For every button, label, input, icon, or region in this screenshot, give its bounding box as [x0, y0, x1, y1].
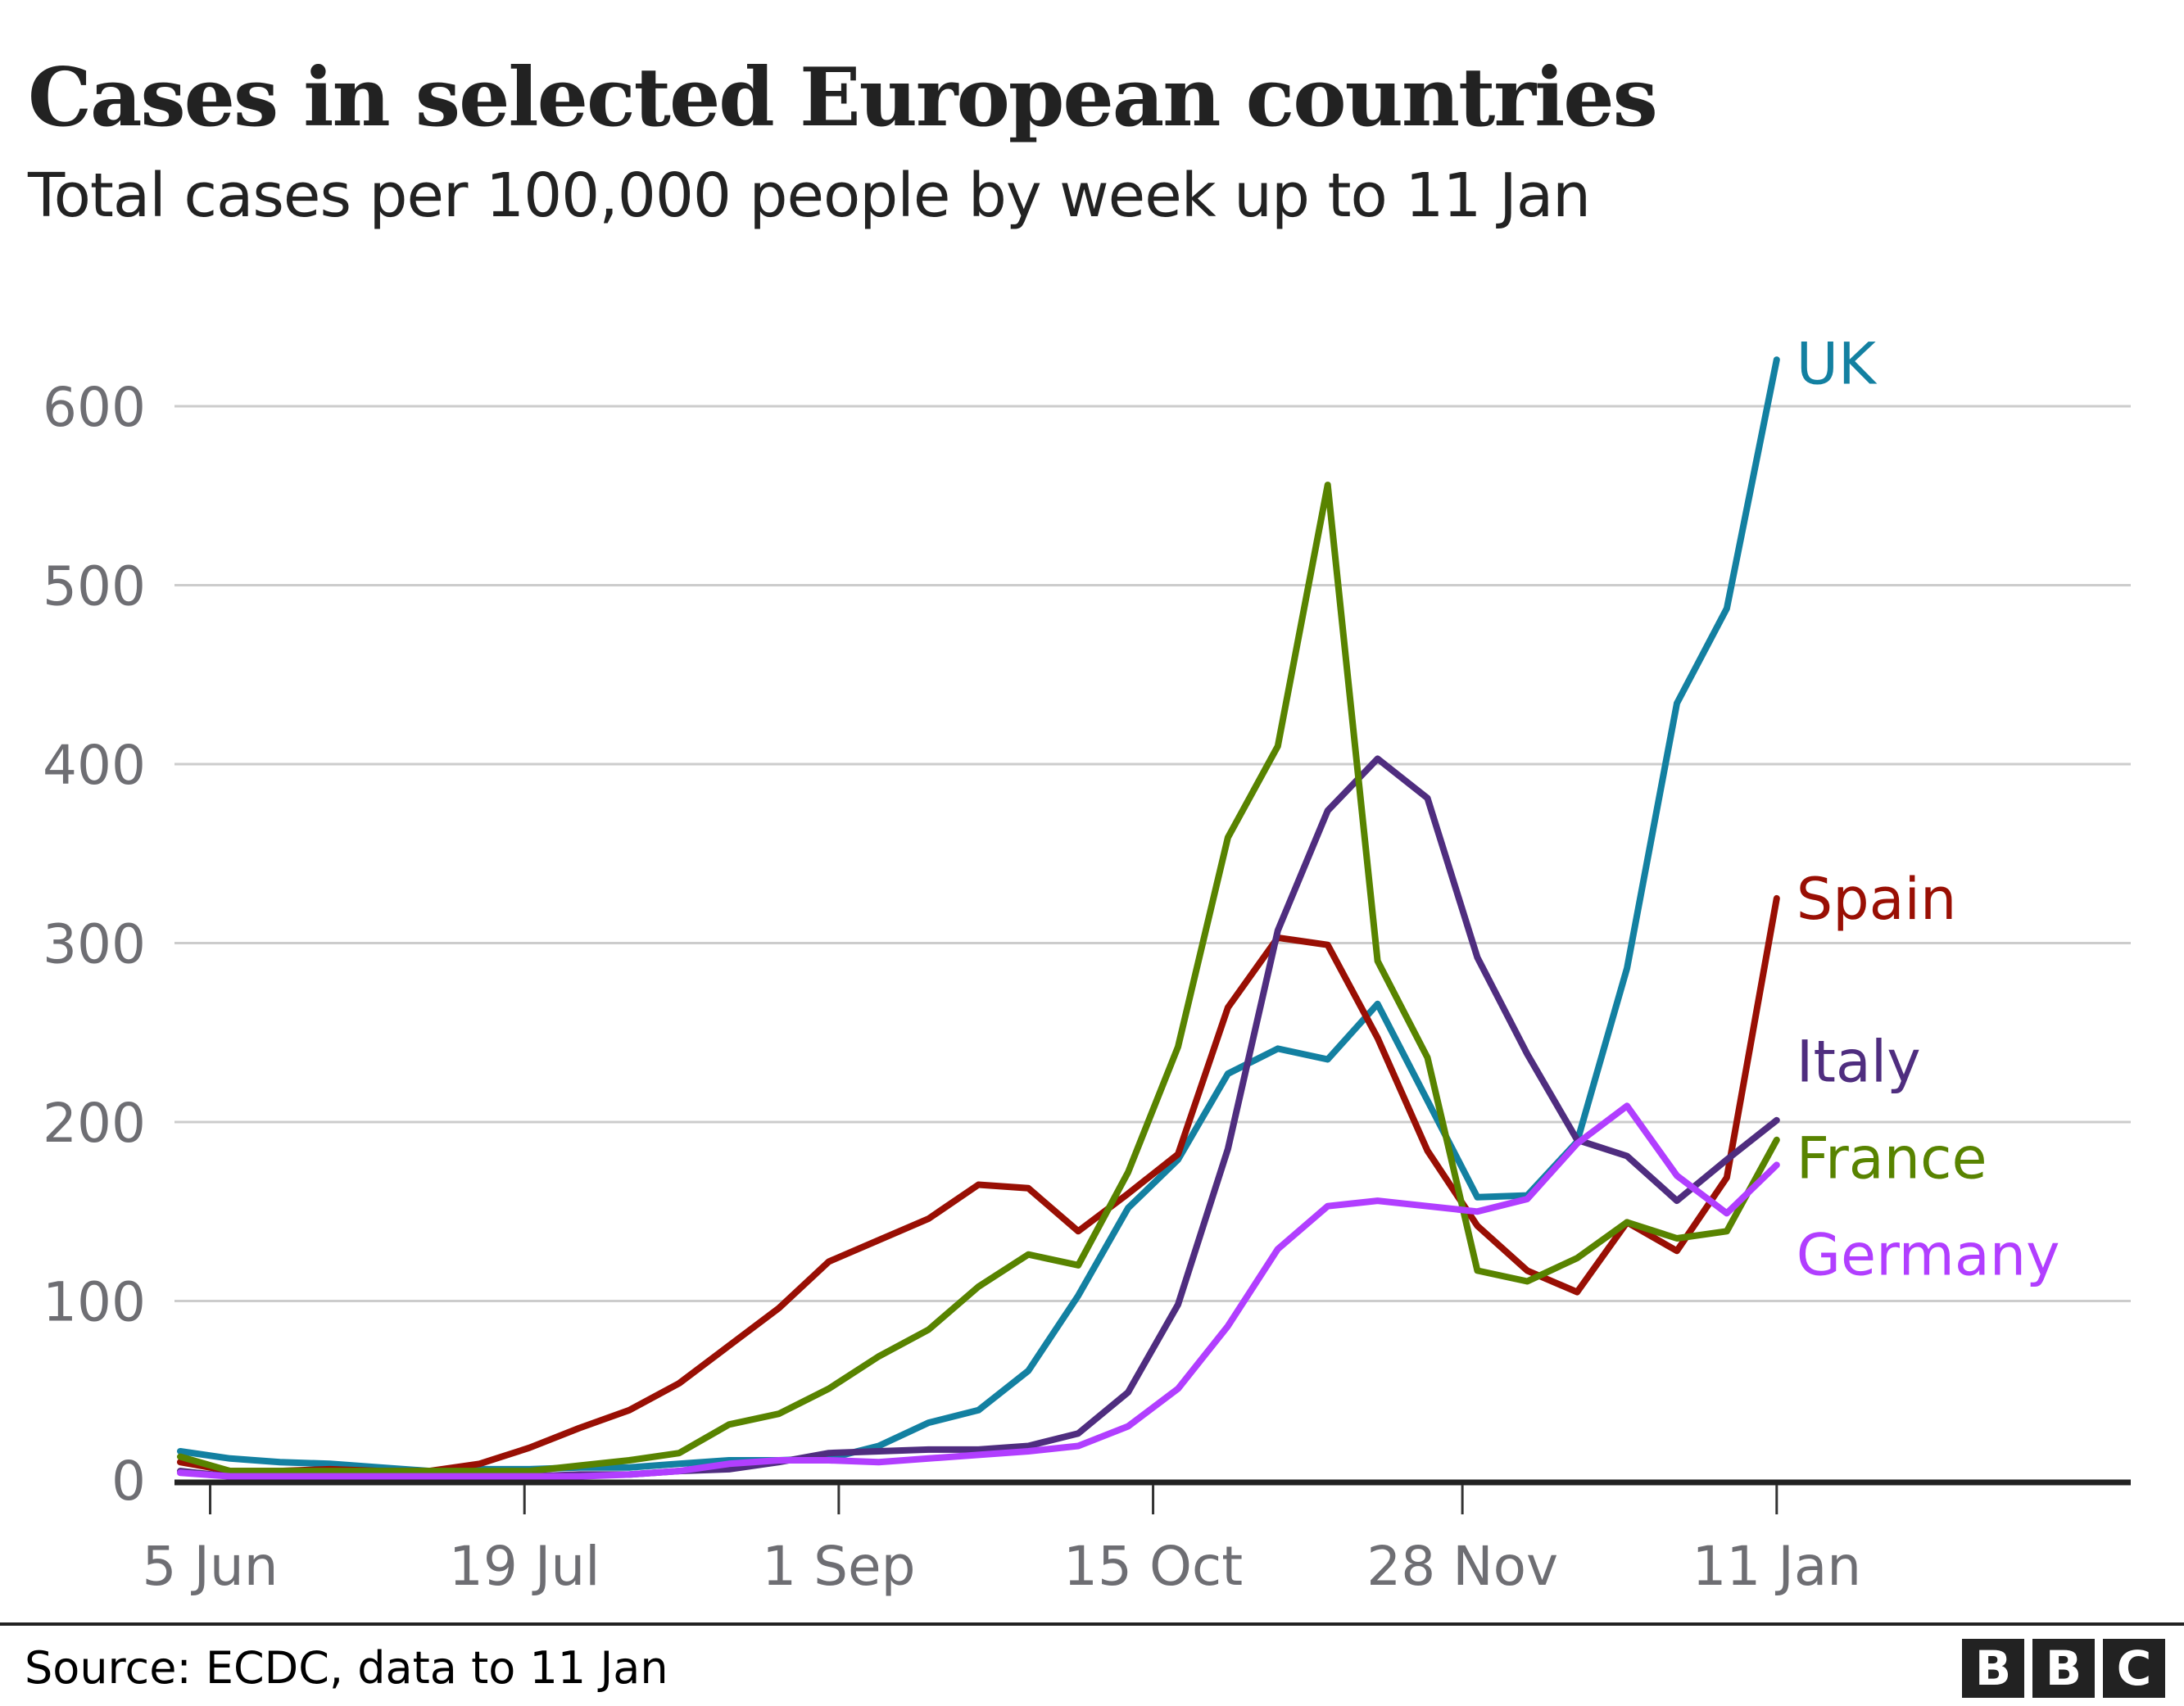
x-tick-label: 11 Jan — [1692, 1535, 1861, 1598]
source-note: Source: ECDC, data to 11 Jan — [25, 1642, 668, 1694]
bbc-logo-letter: B — [2032, 1639, 2095, 1698]
series-label-spain: Spain — [1797, 866, 1957, 933]
series-label-france: France — [1797, 1125, 1987, 1192]
x-tick-label: 1 Sep — [762, 1535, 915, 1598]
y-tick-label: 300 — [43, 913, 146, 976]
footer-divider — [0, 1622, 2184, 1626]
series-labels: UK Spain Italy France Germany — [1797, 331, 2060, 1289]
bbc-logo: B B C — [1962, 1639, 2165, 1698]
x-tick-label: 28 Nov — [1366, 1535, 1558, 1598]
series-label-uk: UK — [1797, 331, 1878, 398]
bbc-logo-letter: C — [2103, 1639, 2165, 1698]
series-line-germany — [177, 1102, 1780, 1480]
chart-subtitle: Total cases per 100,000 people by week u… — [28, 161, 1591, 231]
y-axis-ticks: 0 100 200 300 400 500 600 — [43, 376, 146, 1513]
x-axis: 5 Jun 19 Jul 1 Sep 15 Oct 28 Nov 11 Jan — [142, 1479, 2131, 1598]
y-tick-label: 0 — [111, 1450, 146, 1513]
y-tick-label: 600 — [43, 376, 146, 439]
x-tick-label: 5 Jun — [142, 1535, 278, 1598]
bbc-logo-letter: B — [1962, 1639, 2024, 1698]
y-tick-label: 400 — [43, 734, 146, 797]
series-label-germany: Germany — [1797, 1222, 2060, 1289]
series-line-italy — [177, 755, 1780, 1480]
line-chart: 0 100 200 300 400 500 600 5 Jun 19 Jul 1 Sep 15 O… — [43, 331, 2131, 1598]
chart-title: Cases in selected European countries — [28, 51, 1658, 145]
gridlines — [174, 405, 2131, 1302]
y-tick-label: 200 — [43, 1092, 146, 1155]
x-tick-label: 19 Jul — [449, 1535, 600, 1598]
y-tick-label: 500 — [43, 555, 146, 618]
series-line-france — [177, 482, 1780, 1475]
x-tick-label: 15 Oct — [1063, 1535, 1243, 1598]
series-lines — [177, 356, 1780, 1480]
series-label-italy: Italy — [1797, 1029, 1921, 1096]
series-line-uk — [177, 356, 1780, 1475]
y-tick-label: 100 — [43, 1271, 146, 1334]
